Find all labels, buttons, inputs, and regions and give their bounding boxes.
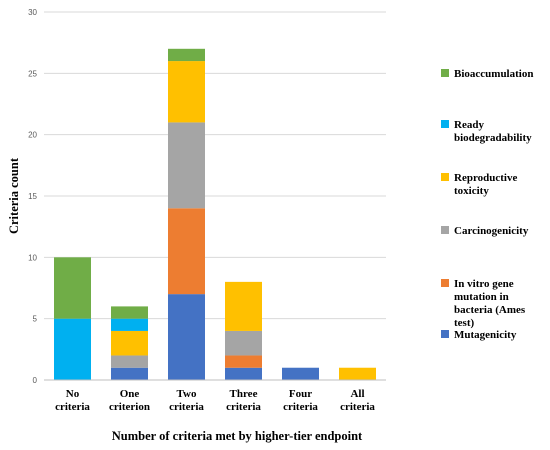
bar-segment	[54, 257, 91, 319]
bar-segment	[282, 367, 319, 380]
y-tick-label: 25	[28, 69, 37, 78]
x-tick-label: One criterion	[109, 388, 150, 413]
x-tick-label: Three criteria	[226, 388, 261, 413]
bar-segment	[111, 367, 148, 380]
legend-swatch	[441, 226, 449, 234]
bar-segment	[225, 330, 262, 356]
legend-swatch	[441, 279, 449, 287]
x-axis-title: Number of criteria met by higher-tier en…	[112, 429, 363, 443]
legend-label: Reproductive toxicity	[454, 172, 517, 197]
bar-segment	[225, 367, 262, 380]
bars	[54, 48, 376, 380]
bar-segment	[54, 318, 91, 380]
x-tick-label: Two criteria	[169, 388, 204, 413]
bar-segment	[168, 294, 205, 380]
legend-label: Bioaccumulation	[454, 68, 533, 80]
legend-label: Carcinogenicity	[454, 225, 529, 237]
legend-label: Ready biodegradability	[454, 119, 532, 144]
bar-segment	[168, 122, 205, 209]
y-tick-label: 15	[28, 192, 37, 201]
legend-entry: Carcinogenicity	[441, 225, 529, 237]
bar-segment	[339, 367, 376, 380]
y-tick-label: 10	[28, 253, 37, 262]
legend-swatch	[441, 173, 449, 181]
y-axis-title: Criteria count	[7, 157, 21, 234]
bar-segment	[111, 330, 148, 356]
gridlines	[44, 11, 386, 320]
legend-label: Mutagenicity	[454, 329, 517, 341]
y-tick-label: 0	[33, 376, 38, 385]
bar-segment	[168, 61, 205, 123]
bar-segment	[168, 208, 205, 295]
legend-entry: In vitro gene mutation in bacteria (Ames te…	[441, 278, 526, 329]
legend-swatch	[441, 120, 449, 128]
legend-swatch	[441, 330, 449, 338]
legend-entry: Reproductive toxicity	[441, 172, 517, 197]
x-tick-label: Four criteria	[283, 388, 318, 413]
legend: Bioaccumulation Ready biodegradability Repr…	[441, 68, 533, 341]
x-tick-label: All criteria	[340, 388, 375, 413]
bar-segment	[168, 48, 205, 62]
bar-segment	[225, 355, 262, 368]
y-tick-label: 5	[33, 315, 38, 324]
bar-segment	[225, 281, 262, 331]
x-tick-label: No criteria	[55, 388, 90, 413]
bar-segment	[111, 306, 148, 319]
y-axis-ticks: 0 5 10 15 20 25 30	[28, 8, 37, 385]
legend-label: In vitro gene mutation in bacteria (Ames te…	[454, 278, 526, 329]
legend-entry: Mutagenicity	[441, 329, 517, 341]
legend-entry: Bioaccumulation	[441, 68, 533, 80]
y-tick-label: 20	[28, 131, 37, 140]
bar-segment	[111, 318, 148, 331]
y-tick-label: 30	[28, 8, 37, 17]
x-axis-category-labels: No criteria One criterion Two criteria Three cr…	[55, 388, 375, 413]
legend-entry: Ready biodegradability	[441, 119, 532, 144]
bar-segment	[111, 355, 148, 368]
legend-swatch	[441, 69, 449, 77]
